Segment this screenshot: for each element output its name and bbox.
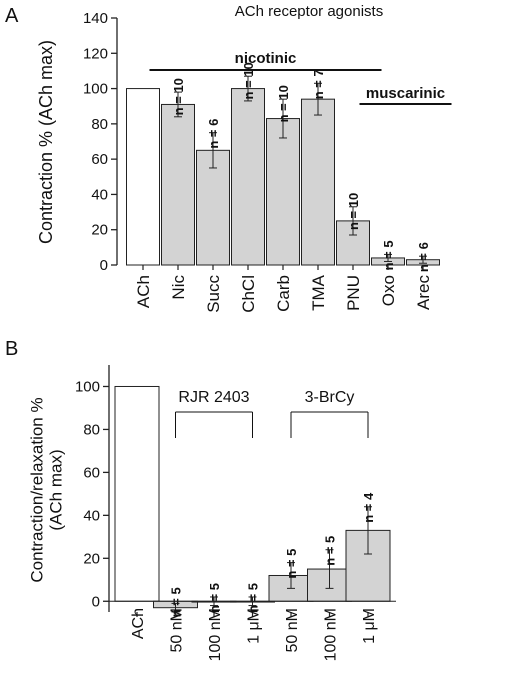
a-n-label-4: n = 10 — [276, 85, 291, 122]
a-y-tick-label-0: 0 — [100, 257, 108, 274]
b-y-axis-label-2: (ACh max) — [47, 449, 66, 530]
b-n-label-1: n = 5 — [169, 587, 184, 617]
a-category-label-2: Succ — [204, 275, 223, 313]
a-category-label-7: Oxo — [379, 275, 398, 306]
b-n-label-6: n = 4 — [361, 492, 376, 523]
b-bar-0 — [114, 385, 160, 602]
a-y-tick-label-80: 80 — [91, 116, 108, 133]
b-category-label-4: 50 nM — [284, 608, 301, 652]
a-category-label-8: Arec — [414, 275, 433, 310]
a-n-label-2: n = 6 — [206, 119, 221, 149]
a-y-tick-label-60: 60 — [91, 151, 108, 168]
b-category-label-3: 1 μM — [246, 608, 263, 644]
b-n-label-4: n = 5 — [284, 549, 299, 579]
a-n-label-3: n = 10 — [241, 62, 256, 99]
a-y-axis-label-1: Contraction % (ACh max) — [36, 40, 56, 244]
b-category-label-2: 100 nM — [207, 608, 224, 661]
panel-b-chart: Contraction/relaxation % (ACh max) 0 20 40 60… — [28, 365, 396, 661]
a-bar-3 — [231, 88, 265, 266]
b-category-label-6: 1 μM — [361, 608, 378, 644]
a-n-label-5: n = 7 — [311, 69, 326, 99]
b-y-tick-label-20: 20 — [83, 550, 100, 567]
a-category-label-0: ACh — [134, 275, 153, 308]
a-group-label-0: nicotinic — [235, 50, 297, 67]
a-bar-0 — [126, 88, 160, 266]
a-n-label-1: n = 10 — [171, 78, 186, 115]
a-n-label-8: n = 6 — [416, 242, 431, 272]
b-y-tick-label-40: 40 — [83, 507, 100, 524]
a-bar-4 — [266, 118, 300, 266]
a-category-label-3: ChCl — [239, 275, 258, 313]
b-n-label-2: n = 5 — [207, 583, 222, 613]
b-n-label-3: n = 5 — [246, 583, 261, 613]
b-category-label-5: 100 nM — [323, 608, 340, 661]
b-n-label-5: n = 5 — [323, 536, 338, 566]
a-bar-5 — [301, 98, 335, 266]
panel-b-label: B — [5, 338, 18, 360]
a-y-tick-label-140: 140 — [83, 10, 108, 27]
a-bar-2 — [196, 149, 230, 266]
a-category-label-5: TMA — [309, 274, 328, 311]
b-y-tick-label-60: 60 — [83, 464, 100, 481]
b-category-label-1: 50 nM — [169, 608, 186, 652]
a-category-label-4: Carb — [274, 275, 293, 312]
a-group-label-1: muscarinic — [366, 85, 445, 102]
a-y-tick-label-120: 120 — [83, 45, 108, 62]
a-bar-1 — [161, 103, 195, 266]
panel-a-chart: ACh receptor agonists Contraction % (ACh … — [36, 3, 452, 313]
a-n-label-7: n = 5 — [381, 240, 396, 270]
a-y-tick-label-100: 100 — [83, 81, 108, 98]
a-n-label-6: n = 10 — [346, 193, 361, 230]
b-y-tick-label-100: 100 — [75, 378, 100, 395]
b-group-label-1: 3-BrCy — [305, 389, 355, 406]
panel-a-label: A — [5, 5, 19, 27]
a-category-label-1: Nic — [169, 275, 188, 300]
b-category-label-0: ACh — [130, 608, 147, 639]
b-y-axis-label-1: Contraction/relaxation % — [28, 397, 47, 582]
b-y-tick-label-80: 80 — [83, 421, 100, 438]
a-chart-title: ACh receptor agonists — [235, 3, 383, 20]
a-y-tick-label-20: 20 — [91, 222, 108, 239]
b-y-tick-label-0: 0 — [92, 593, 100, 610]
a-category-label-6: PNU — [344, 275, 363, 311]
b-group-label-0: RJR 2403 — [178, 389, 249, 406]
a-y-tick-label-40: 40 — [91, 186, 108, 203]
